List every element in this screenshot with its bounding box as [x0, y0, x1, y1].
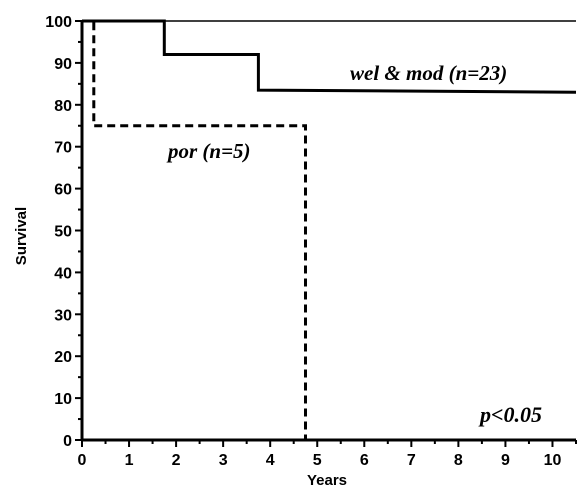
- y-tick-label: 20: [54, 349, 72, 366]
- x-tick-label: 3: [219, 452, 228, 469]
- y-tick-label: 0: [63, 433, 72, 450]
- x-tick-label: 6: [360, 452, 369, 469]
- x-tick-label: 5: [313, 452, 322, 469]
- series-line-0: [82, 19, 577, 94]
- y-tick-label: 50: [54, 224, 72, 241]
- y-tick-label: 10: [54, 391, 72, 408]
- series-line-1: [82, 19, 307, 440]
- y-tick-label: 60: [54, 182, 72, 199]
- y-tick-label: 90: [54, 56, 72, 73]
- x-tick-label: 0: [78, 452, 87, 469]
- x-tick-label: 10: [544, 452, 562, 469]
- x-axis-ticks: 0 1 2 3 4 5 6 7 8 9 10: [78, 440, 577, 469]
- y-tick-label: 30: [54, 307, 72, 324]
- series-label-wel-mod: wel & mod (n=23): [350, 61, 507, 85]
- series-label-por: por (n=5): [166, 139, 251, 163]
- p-value-annotation: p<0.05: [478, 402, 542, 427]
- x-tick-label: 4: [266, 452, 275, 469]
- x-tick-label: 8: [454, 452, 463, 469]
- x-axis-title: Years: [307, 472, 347, 488]
- x-tick-label: 9: [501, 452, 510, 469]
- series-lines: [82, 19, 577, 440]
- x-tick-label: 7: [407, 452, 416, 469]
- y-tick-label: 70: [54, 140, 72, 157]
- y-axis-ticks: 0 10 20 30 40 50 60 70 80 90 100: [45, 14, 82, 450]
- x-tick-label: 2: [172, 452, 181, 469]
- y-axis-title: Survival: [13, 207, 30, 265]
- y-tick-label: 80: [54, 98, 72, 115]
- x-tick-label: 1: [125, 452, 134, 469]
- y-tick-label: 40: [54, 265, 72, 282]
- y-tick-label: 100: [45, 14, 72, 31]
